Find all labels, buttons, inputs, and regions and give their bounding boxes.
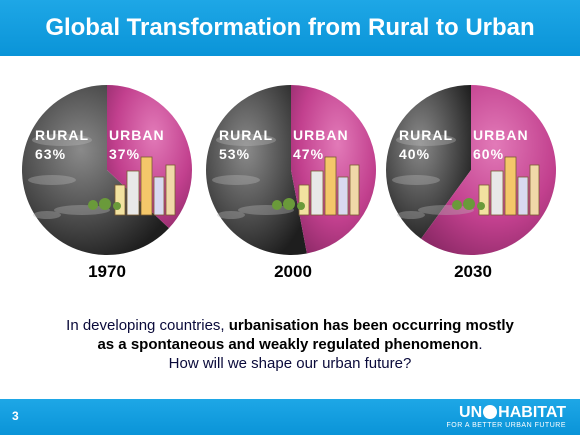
page-number: 3 <box>12 409 19 423</box>
cloud-streak-1970-1 <box>28 175 76 185</box>
tree-1970-2 <box>113 202 121 210</box>
urban-label-2000: URBAN <box>293 127 349 143</box>
city-building-1970-0 <box>114 184 126 216</box>
city-building-2000-0 <box>298 184 310 216</box>
globe-pie-charts: RURAL 63% URBAN 37% RURAL 53% URBAN 47% RURAL 40%… <box>22 85 556 255</box>
cloud-streak-2000-3 <box>217 211 245 219</box>
caption: In developing countries, urbanisation ha… <box>20 316 560 373</box>
urban-label-1970: URBAN <box>109 127 165 143</box>
urban-value-2030: 60% <box>473 146 504 162</box>
footer-bar: 3 UN HABITAT FOR A BETTER URBAN FUTURE <box>0 399 580 435</box>
cloud-streak-2030-1 <box>392 175 440 185</box>
rural-label-1970: RURAL <box>35 127 89 143</box>
city-building-2000-2 <box>324 156 337 216</box>
tree-2030-2 <box>477 202 485 210</box>
tree-2000-2 <box>297 202 305 210</box>
logo-tagline: FOR A BETTER URBAN FUTURE <box>446 422 566 429</box>
city-building-2030-3 <box>517 176 529 216</box>
cloud-streak-2000-1 <box>212 175 260 185</box>
urban-value-1970: 37% <box>109 146 140 162</box>
rural-value-2000: 53% <box>219 146 250 162</box>
year-label-2000: 2000 <box>274 262 312 281</box>
rural-value-2030: 40% <box>399 146 430 162</box>
slide-title: Global Transformation from Rural to Urba… <box>45 14 535 41</box>
tree-2000-0 <box>272 200 282 210</box>
rural-slice-2030 <box>386 85 471 239</box>
year-label-2030: 2030 <box>454 262 492 281</box>
caption-line-1-bold: urbanisation has been occurring mostly <box>228 317 514 334</box>
logo-un-text: UN <box>459 404 483 421</box>
rural-value-1970: 63% <box>35 146 66 162</box>
tree-2030-1 <box>463 198 475 210</box>
logo-habitat-text: HABITAT <box>498 404 566 421</box>
title-bar: Global Transformation from Rural to Urba… <box>0 0 580 56</box>
tree-2030-0 <box>452 200 462 210</box>
rural-slice-2000 <box>206 85 307 255</box>
city-building-2000-3 <box>337 176 349 216</box>
city-building-2030-4 <box>529 164 540 216</box>
un-habitat-logo: UN HABITAT <box>459 404 566 422</box>
urban-value-2000: 47% <box>293 146 324 162</box>
tree-2000-1 <box>283 198 295 210</box>
cloud-streak-2030-3 <box>397 211 425 219</box>
city-building-1970-3 <box>153 176 165 216</box>
city-building-2000-4 <box>349 164 360 216</box>
city-building-1970-4 <box>165 164 176 216</box>
year-label-1970: 1970 <box>88 262 126 281</box>
cloud-streak-1970-3 <box>33 211 61 219</box>
rural-label-2030: RURAL <box>399 127 453 143</box>
city-building-1970-1 <box>126 170 140 216</box>
city-building-2030-0 <box>478 184 490 216</box>
cloud-streak-2030-0 <box>396 134 456 146</box>
caption-line-1: In developing countries, urbanisation ha… <box>20 316 560 335</box>
caption-line-2-end: . <box>478 336 483 353</box>
cloud-streak-2000-0 <box>216 134 276 146</box>
tree-1970-1 <box>99 198 111 210</box>
tree-1970-0 <box>88 200 98 210</box>
caption-line-2: as a spontaneous and weakly regulated ph… <box>20 335 560 354</box>
caption-line-1-plain: In developing countries, <box>66 317 229 334</box>
urban-label-2030: URBAN <box>473 127 529 143</box>
un-emblem-icon <box>483 405 498 419</box>
city-building-1970-2 <box>140 156 153 216</box>
city-building-2000-1 <box>310 170 324 216</box>
rural-label-2000: RURAL <box>219 127 273 143</box>
caption-line-3: How will we shape our urban future? <box>168 355 412 372</box>
cloud-streak-1970-0 <box>32 134 92 146</box>
city-building-2030-1 <box>490 170 504 216</box>
city-building-2030-2 <box>504 156 517 216</box>
caption-line-2-bold: as a spontaneous and weakly regulated ph… <box>97 336 479 353</box>
